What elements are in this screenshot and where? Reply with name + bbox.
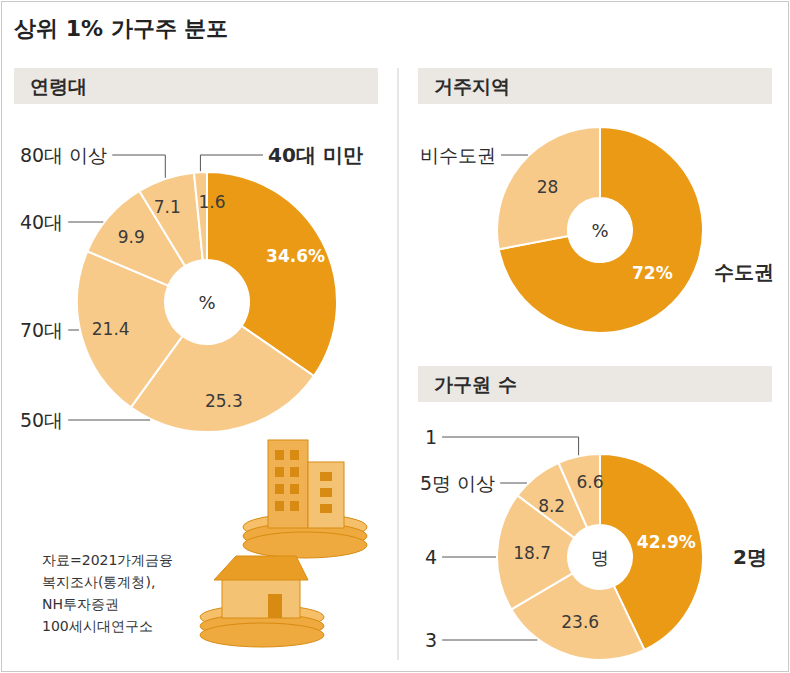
window (275, 501, 284, 511)
data-label: 9.9 (118, 227, 145, 247)
source: 복지조사(통계청), (42, 574, 155, 590)
data-label: 18.7 (513, 543, 551, 563)
panel-title: 연령대 (30, 75, 87, 97)
panel-title: 가구원 수 (434, 373, 517, 395)
data-label: 21.4 (92, 319, 130, 339)
panel-header (14, 68, 378, 104)
category-label: 40대 (20, 211, 63, 233)
panel-header (418, 68, 772, 104)
window (275, 450, 284, 460)
center-label: 명 (591, 547, 609, 568)
coin (243, 532, 367, 558)
center-label: % (591, 220, 608, 241)
data-label: 72% (632, 263, 673, 283)
category-label: 1 (425, 426, 437, 448)
page: 상위 1% 가구주 분포연령대% 34.6% 25.3 21.4 9.9 7.1 1.6 50… (0, 0, 790, 673)
plot: % 72% 28 (497, 127, 703, 333)
category-label: 3 (425, 629, 437, 651)
door (268, 594, 282, 618)
slice (194, 172, 207, 260)
data-label: 7.1 (154, 197, 181, 217)
category-label: 50대 (20, 409, 63, 431)
leader-line (68, 222, 103, 223)
roof (214, 556, 308, 580)
data-label: 42.9% (637, 532, 696, 552)
leader-line (200, 155, 263, 171)
building (308, 462, 344, 528)
slice (497, 127, 600, 249)
leader-line (501, 155, 528, 156)
data-label: 34.6% (266, 246, 325, 266)
center-label: % (198, 292, 215, 313)
window (320, 488, 332, 497)
house (222, 578, 300, 618)
window (290, 467, 299, 477)
leader-line (442, 640, 537, 641)
category-label: 4 (425, 546, 437, 568)
data-label: 23.6 (561, 612, 599, 632)
divider (398, 68, 399, 660)
data-label: 8.2 (538, 496, 565, 516)
decoration (200, 440, 367, 647)
plot: % 34.6% 25.3 21.4 9.9 7.1 1.6 (77, 172, 337, 432)
slice (139, 173, 202, 266)
chart-panel: 거주지역% 72% 28 수도권 비수도권 (418, 68, 774, 333)
category-label: 5명 이상 (420, 472, 495, 494)
infographic: 상위 1% 가구주 분포연령대% 34.6% 25.3 21.4 9.9 7.1 1.6 50… (0, 0, 790, 673)
source: NH투자증권 (42, 596, 119, 612)
category-label: 80대 이상 (20, 144, 107, 166)
leader-line (112, 155, 165, 178)
coin (200, 623, 324, 647)
title: 상위 1% 가구주 분포 (14, 16, 228, 41)
source: 100세시대연구소 (42, 618, 153, 634)
building (268, 440, 308, 528)
panel-title: 거주지역 (434, 75, 510, 97)
category-label: 70대 (20, 319, 63, 341)
frame (2, 2, 789, 672)
window (290, 450, 299, 460)
leader-line (68, 420, 150, 421)
leader-line (442, 557, 496, 558)
data-label: 1.6 (198, 192, 225, 212)
window (275, 484, 284, 494)
source: 자료=2021가계금융 (42, 552, 173, 568)
category-label: 비수도권 (420, 144, 496, 166)
chart-panel: 가구원 수명 42.9% 23.6 18.7 8.2 6.6 2명 3 4 5명 이상 1 (418, 366, 772, 660)
category-label: 수도권 (714, 260, 774, 284)
window (275, 467, 284, 477)
data-label: 6.6 (576, 472, 603, 492)
panel-header (418, 366, 772, 402)
window (320, 504, 332, 513)
plot: 명 42.9% 23.6 18.7 8.2 6.6 (497, 454, 703, 660)
data-label: 25.3 (205, 391, 243, 411)
chart-panel: 연령대% 34.6% 25.3 21.4 9.9 7.1 1.6 50대 70대 40대 80대 이… (14, 68, 378, 432)
window (290, 501, 299, 511)
leader-line (442, 437, 578, 455)
slice (497, 495, 574, 609)
leader-line (500, 483, 527, 484)
leader-line (68, 330, 79, 331)
window (320, 472, 332, 481)
window (290, 484, 299, 494)
category-label: 40대 미만 (268, 143, 363, 167)
data-label: 28 (537, 177, 559, 197)
category-label: 2명 (733, 545, 767, 569)
